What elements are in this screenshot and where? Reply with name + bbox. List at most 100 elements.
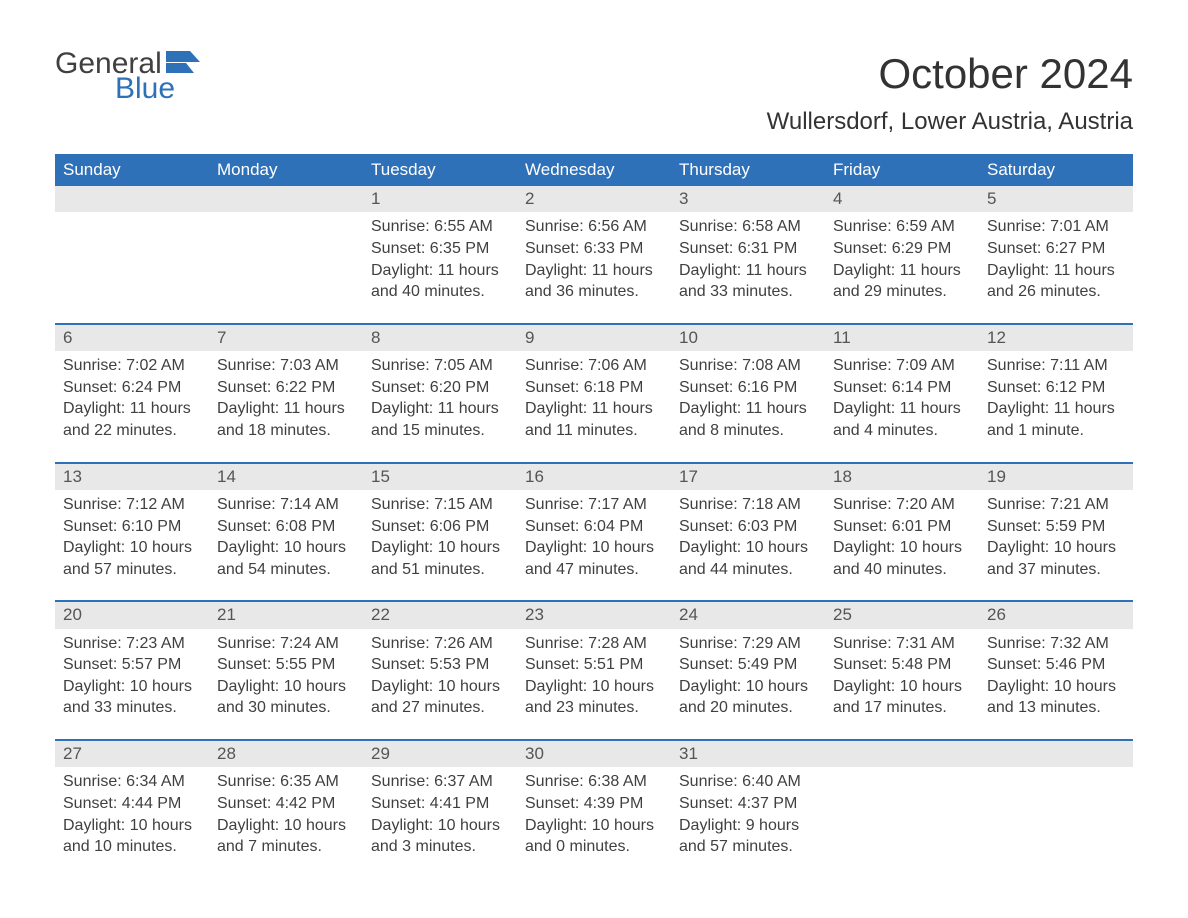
calendar-cell: 20Sunrise: 7:23 AMSunset: 5:57 PMDayligh… xyxy=(55,601,209,740)
sunrise-text: Sunrise: 6:59 AM xyxy=(833,216,971,238)
weekday-header: Sunday xyxy=(55,154,209,186)
sunset-text: Sunset: 5:59 PM xyxy=(987,516,1125,538)
sunset-text: Sunset: 6:20 PM xyxy=(371,377,509,399)
calendar-cell: 19Sunrise: 7:21 AMSunset: 5:59 PMDayligh… xyxy=(979,463,1133,602)
sunset-text: Sunset: 6:03 PM xyxy=(679,516,817,538)
calendar-cell: 29Sunrise: 6:37 AMSunset: 4:41 PMDayligh… xyxy=(363,740,517,878)
calendar-cell: 25Sunrise: 7:31 AMSunset: 5:48 PMDayligh… xyxy=(825,601,979,740)
day-details: Sunrise: 7:32 AMSunset: 5:46 PMDaylight:… xyxy=(979,629,1133,739)
sunrise-text: Sunrise: 7:02 AM xyxy=(63,355,201,377)
sunset-text: Sunset: 4:37 PM xyxy=(679,793,817,815)
daylight1-text: Daylight: 10 hours xyxy=(371,537,509,559)
day-number: 31 xyxy=(671,741,825,767)
calendar-cell: 14Sunrise: 7:14 AMSunset: 6:08 PMDayligh… xyxy=(209,463,363,602)
daylight1-text: Daylight: 10 hours xyxy=(525,815,663,837)
calendar-row: 1Sunrise: 6:55 AMSunset: 6:35 PMDaylight… xyxy=(55,186,1133,324)
day-number: 13 xyxy=(55,464,209,490)
calendar-cell: 5Sunrise: 7:01 AMSunset: 6:27 PMDaylight… xyxy=(979,186,1133,324)
daylight2-text: and 40 minutes. xyxy=(833,559,971,581)
day-details: Sunrise: 6:55 AMSunset: 6:35 PMDaylight:… xyxy=(363,212,517,322)
daylight1-text: Daylight: 11 hours xyxy=(63,398,201,420)
calendar-cell: 10Sunrise: 7:08 AMSunset: 6:16 PMDayligh… xyxy=(671,324,825,463)
day-number: 4 xyxy=(825,186,979,212)
day-number: 23 xyxy=(517,602,671,628)
sunset-text: Sunset: 6:27 PM xyxy=(987,238,1125,260)
daylight2-text: and 20 minutes. xyxy=(679,697,817,719)
sunset-text: Sunset: 4:42 PM xyxy=(217,793,355,815)
sunrise-text: Sunrise: 7:17 AM xyxy=(525,494,663,516)
daylight2-text: and 23 minutes. xyxy=(525,697,663,719)
daylight2-text: and 33 minutes. xyxy=(63,697,201,719)
day-details: Sunrise: 7:05 AMSunset: 6:20 PMDaylight:… xyxy=(363,351,517,461)
day-number: 1 xyxy=(363,186,517,212)
calendar-cell: 17Sunrise: 7:18 AMSunset: 6:03 PMDayligh… xyxy=(671,463,825,602)
daylight1-text: Daylight: 10 hours xyxy=(525,676,663,698)
day-details: Sunrise: 7:28 AMSunset: 5:51 PMDaylight:… xyxy=(517,629,671,739)
sunset-text: Sunset: 6:01 PM xyxy=(833,516,971,538)
daylight1-text: Daylight: 10 hours xyxy=(833,676,971,698)
day-number: 3 xyxy=(671,186,825,212)
sunrise-text: Sunrise: 6:58 AM xyxy=(679,216,817,238)
weekday-header: Tuesday xyxy=(363,154,517,186)
day-number: 7 xyxy=(209,325,363,351)
daylight1-text: Daylight: 11 hours xyxy=(525,398,663,420)
logo-word2: Blue xyxy=(55,75,200,104)
calendar-cell xyxy=(209,186,363,324)
day-number: 22 xyxy=(363,602,517,628)
daylight1-text: Daylight: 10 hours xyxy=(371,815,509,837)
daylight2-text: and 51 minutes. xyxy=(371,559,509,581)
day-number: 5 xyxy=(979,186,1133,212)
day-details: Sunrise: 6:34 AMSunset: 4:44 PMDaylight:… xyxy=(55,767,209,877)
sunrise-text: Sunrise: 6:35 AM xyxy=(217,771,355,793)
sunrise-text: Sunrise: 7:21 AM xyxy=(987,494,1125,516)
calendar-cell: 2Sunrise: 6:56 AMSunset: 6:33 PMDaylight… xyxy=(517,186,671,324)
sunset-text: Sunset: 6:16 PM xyxy=(679,377,817,399)
sunrise-text: Sunrise: 6:34 AM xyxy=(63,771,201,793)
day-number: 26 xyxy=(979,602,1133,628)
title-block: October 2024 Wullersdorf, Lower Austria,… xyxy=(767,50,1133,136)
sunrise-text: Sunrise: 6:37 AM xyxy=(371,771,509,793)
day-number: 27 xyxy=(55,741,209,767)
daylight2-text: and 26 minutes. xyxy=(987,281,1125,303)
daylight1-text: Daylight: 11 hours xyxy=(371,260,509,282)
sunset-text: Sunset: 5:55 PM xyxy=(217,654,355,676)
page-title: October 2024 xyxy=(767,50,1133,98)
day-details: Sunrise: 7:12 AMSunset: 6:10 PMDaylight:… xyxy=(55,490,209,600)
sunrise-text: Sunrise: 6:55 AM xyxy=(371,216,509,238)
day-details xyxy=(55,212,209,312)
daylight1-text: Daylight: 11 hours xyxy=(833,398,971,420)
day-details: Sunrise: 7:18 AMSunset: 6:03 PMDaylight:… xyxy=(671,490,825,600)
calendar-cell: 13Sunrise: 7:12 AMSunset: 6:10 PMDayligh… xyxy=(55,463,209,602)
calendar-cell: 6Sunrise: 7:02 AMSunset: 6:24 PMDaylight… xyxy=(55,324,209,463)
sunrise-text: Sunrise: 7:23 AM xyxy=(63,633,201,655)
sunrise-text: Sunrise: 6:56 AM xyxy=(525,216,663,238)
day-details: Sunrise: 7:09 AMSunset: 6:14 PMDaylight:… xyxy=(825,351,979,461)
sunset-text: Sunset: 6:12 PM xyxy=(987,377,1125,399)
daylight1-text: Daylight: 10 hours xyxy=(63,537,201,559)
daylight2-text: and 30 minutes. xyxy=(217,697,355,719)
daylight1-text: Daylight: 10 hours xyxy=(371,676,509,698)
daylight1-text: Daylight: 10 hours xyxy=(63,676,201,698)
day-details: Sunrise: 7:21 AMSunset: 5:59 PMDaylight:… xyxy=(979,490,1133,600)
calendar-cell: 28Sunrise: 6:35 AMSunset: 4:42 PMDayligh… xyxy=(209,740,363,878)
sunrise-text: Sunrise: 7:28 AM xyxy=(525,633,663,655)
calendar-row: 13Sunrise: 7:12 AMSunset: 6:10 PMDayligh… xyxy=(55,463,1133,602)
sunrise-text: Sunrise: 7:15 AM xyxy=(371,494,509,516)
calendar-cell: 12Sunrise: 7:11 AMSunset: 6:12 PMDayligh… xyxy=(979,324,1133,463)
daylight1-text: Daylight: 10 hours xyxy=(217,815,355,837)
day-details: Sunrise: 6:37 AMSunset: 4:41 PMDaylight:… xyxy=(363,767,517,877)
weekday-header: Saturday xyxy=(979,154,1133,186)
sunrise-text: Sunrise: 7:14 AM xyxy=(217,494,355,516)
day-details: Sunrise: 7:14 AMSunset: 6:08 PMDaylight:… xyxy=(209,490,363,600)
calendar-cell: 18Sunrise: 7:20 AMSunset: 6:01 PMDayligh… xyxy=(825,463,979,602)
day-number: 15 xyxy=(363,464,517,490)
daylight1-text: Daylight: 11 hours xyxy=(833,260,971,282)
sunset-text: Sunset: 5:48 PM xyxy=(833,654,971,676)
day-details: Sunrise: 6:35 AMSunset: 4:42 PMDaylight:… xyxy=(209,767,363,877)
day-number: 8 xyxy=(363,325,517,351)
day-number: 20 xyxy=(55,602,209,628)
day-number: 14 xyxy=(209,464,363,490)
daylight1-text: Daylight: 11 hours xyxy=(987,260,1125,282)
day-number xyxy=(825,741,979,767)
day-details: Sunrise: 6:38 AMSunset: 4:39 PMDaylight:… xyxy=(517,767,671,877)
